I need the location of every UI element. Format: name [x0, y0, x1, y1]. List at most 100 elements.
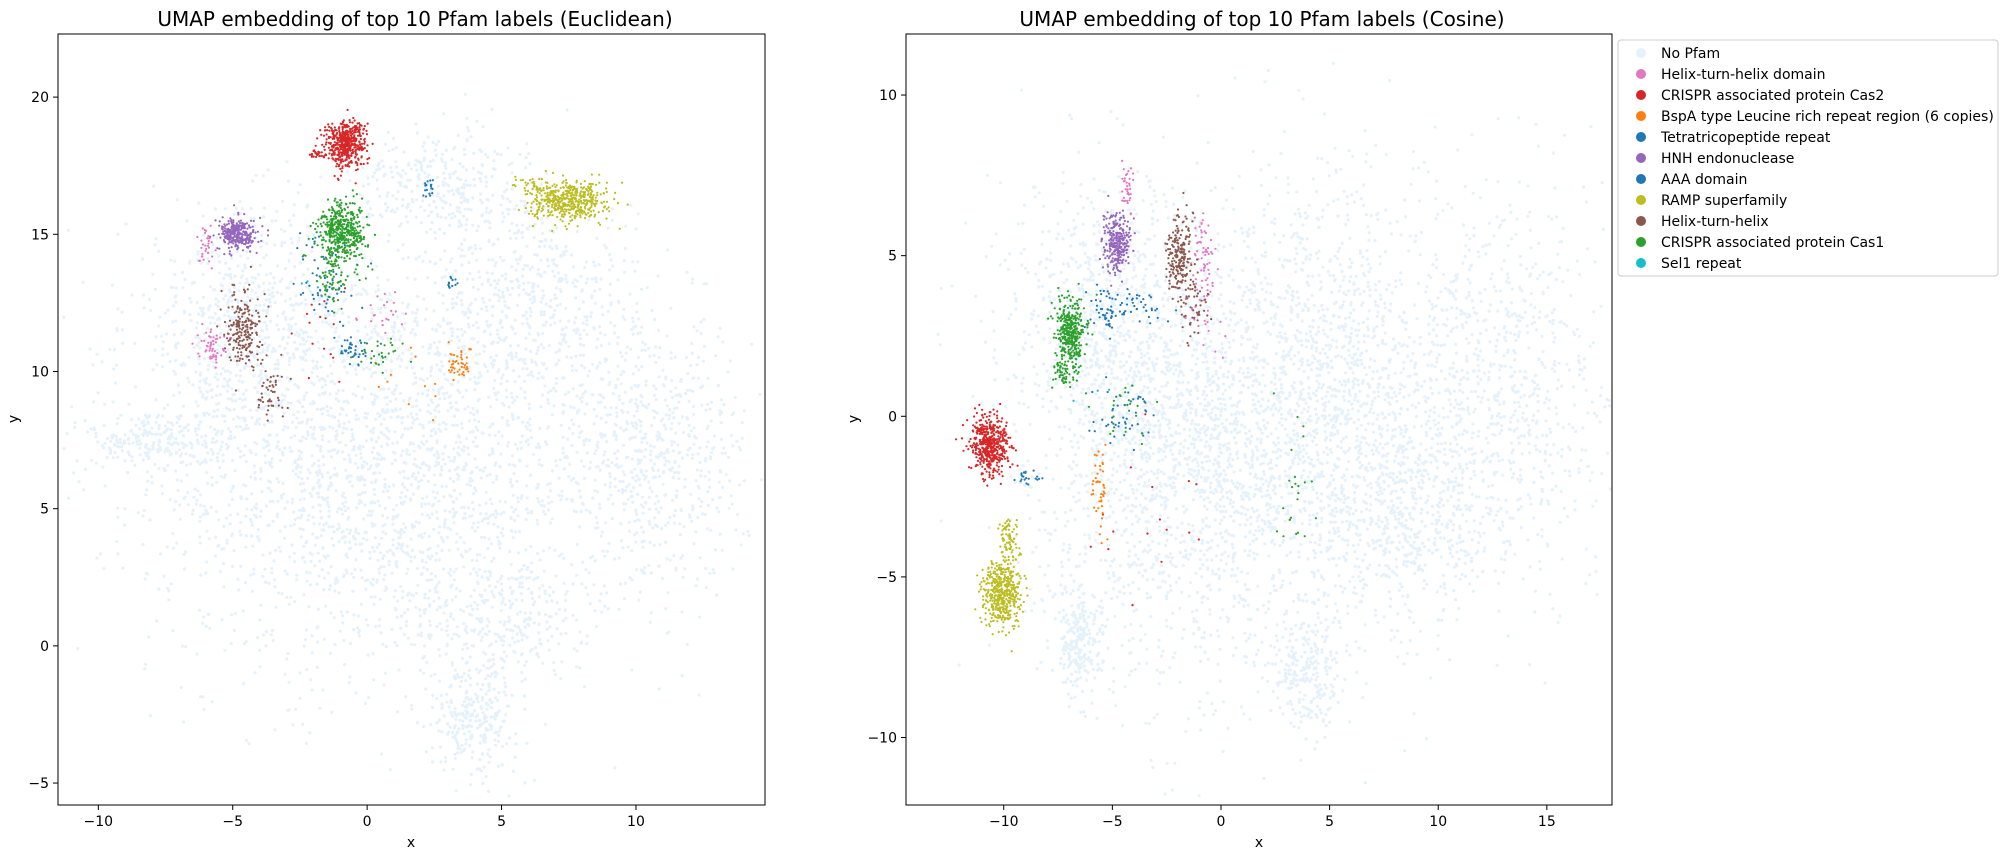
data-point — [371, 371, 375, 375]
data-point — [477, 270, 481, 274]
data-point — [388, 768, 392, 772]
data-point — [169, 428, 173, 432]
data-point — [690, 341, 694, 346]
data-point — [189, 300, 193, 304]
data-point — [471, 406, 475, 410]
data-point — [546, 398, 550, 402]
data-point — [255, 418, 260, 422]
data-point — [373, 397, 377, 401]
data-point — [266, 168, 270, 172]
data-point — [539, 343, 544, 347]
data-point — [354, 542, 358, 546]
data-point — [228, 371, 232, 375]
data-point — [533, 338, 538, 343]
data-point — [243, 281, 248, 285]
data-point — [593, 526, 598, 530]
data-point — [471, 430, 475, 434]
data-point — [265, 242, 269, 246]
data-point — [685, 453, 690, 457]
data-point — [641, 473, 645, 477]
data-point — [720, 548, 725, 552]
data-point — [509, 279, 513, 284]
data-point — [441, 421, 445, 425]
data-point — [661, 383, 666, 387]
data-point — [267, 393, 271, 397]
data-point — [654, 455, 659, 459]
data-point — [210, 250, 214, 254]
data-point — [445, 535, 449, 540]
data-point — [356, 346, 360, 351]
data-point — [406, 163, 410, 167]
data-point — [704, 566, 708, 571]
data-point — [460, 303, 464, 307]
data-point — [198, 306, 202, 310]
data-point — [371, 583, 375, 587]
data-point — [470, 251, 475, 255]
data-point — [320, 568, 324, 572]
data-point — [372, 456, 376, 460]
data-point — [700, 512, 705, 516]
data-point — [535, 446, 539, 450]
data-point — [277, 480, 281, 484]
data-point — [473, 457, 477, 461]
data-point — [338, 412, 342, 416]
data-point — [742, 479, 746, 483]
data-point — [629, 398, 633, 402]
data-point — [564, 325, 568, 330]
data-point — [625, 485, 629, 489]
data-point — [634, 402, 638, 406]
data-point — [480, 707, 484, 711]
data-point — [500, 416, 504, 420]
data-point — [536, 482, 540, 486]
data-point — [582, 353, 586, 357]
data-point — [103, 484, 107, 488]
data-point — [246, 352, 250, 356]
data-point — [351, 448, 355, 452]
data-point — [390, 208, 394, 212]
data-point — [728, 359, 733, 363]
data-point — [580, 501, 585, 505]
data-point — [432, 341, 436, 345]
data-point — [332, 313, 336, 318]
data-point — [327, 440, 331, 444]
data-point — [415, 464, 419, 468]
data-point — [412, 418, 417, 422]
data-point — [184, 645, 188, 649]
data-point — [722, 402, 726, 407]
data-point — [659, 506, 664, 510]
data-point — [543, 722, 548, 726]
data-point — [260, 338, 264, 342]
data-point — [467, 698, 471, 702]
data-point — [199, 390, 203, 394]
data-point — [419, 533, 423, 537]
data-point — [475, 258, 479, 262]
data-point — [317, 378, 321, 382]
data-point — [275, 433, 279, 437]
data-point — [289, 436, 293, 440]
data-point — [241, 269, 245, 273]
data-point — [268, 319, 273, 323]
data-point — [379, 752, 383, 756]
data-point — [446, 184, 451, 188]
data-point — [524, 336, 528, 340]
data-point — [304, 436, 308, 441]
data-point — [529, 349, 533, 353]
data-point — [376, 499, 380, 503]
data-point — [295, 416, 299, 420]
data-point — [347, 474, 351, 478]
data-point — [426, 596, 431, 600]
data-point — [389, 165, 393, 170]
data-point — [565, 497, 569, 501]
data-point — [281, 453, 285, 457]
data-point — [263, 336, 268, 340]
data-point — [564, 340, 568, 344]
data-point — [610, 207, 615, 211]
data-point — [627, 482, 631, 486]
data-point — [379, 431, 383, 435]
data-point — [485, 206, 489, 210]
data-point — [136, 511, 140, 515]
data-point — [244, 534, 248, 538]
data-point — [528, 306, 532, 310]
data-point — [411, 382, 415, 386]
data-point — [559, 423, 563, 427]
